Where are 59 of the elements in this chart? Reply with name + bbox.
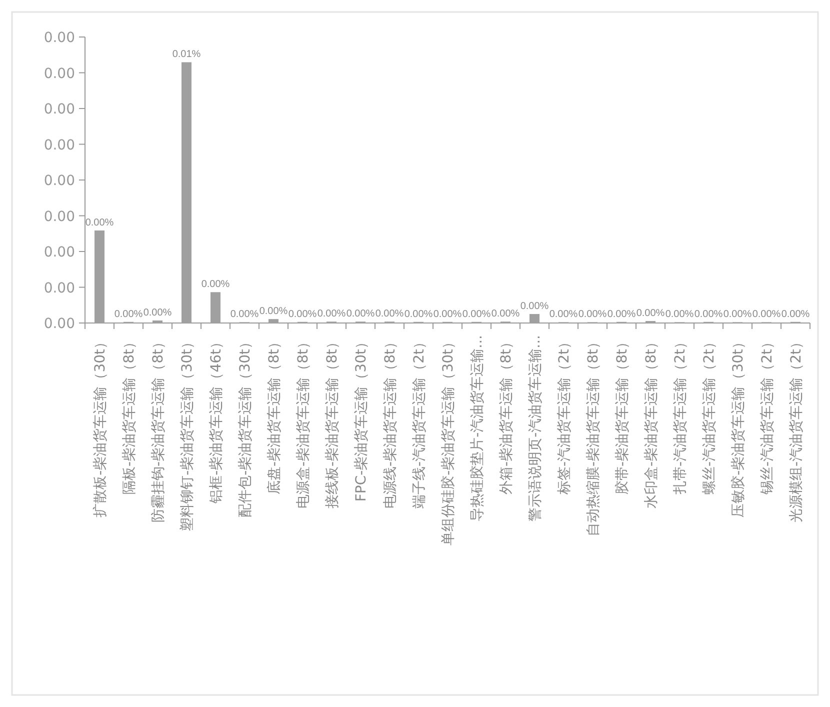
data-label: 0.00% [723,309,752,320]
x-tick-label: 防霾挂钩-柴油货车运输（8t） [150,335,166,522]
data-label: 0.00% [114,308,143,320]
text: 0.00 [44,208,75,225]
data-label: 0.00% [259,306,288,318]
data-label: 0.00% [288,308,317,320]
x-tick-label: 水印盒-柴油货车运输（8t） [644,335,660,508]
x-tick-label: 铝框-柴油货车运输（46t） [208,335,224,504]
text: 0.00 [44,137,75,154]
x-tick-label: 胶带-柴油货车运输（8t） [614,335,630,494]
data-label: 0.01% [172,49,201,60]
x-tick-label: 扎带-汽油货车运输（2t） [672,335,688,494]
x-tick-label: 端子线-汽油货车运输（2t） [412,335,428,508]
x-tick-label: 压敏胶-柴油货车运输（30t） [730,335,746,518]
data-label: 0.00% [607,308,636,320]
text: 0.00 [44,244,75,260]
data-label: 0.00% [462,308,491,320]
data-label: 0.00% [143,307,172,318]
data-label: 0.00% [230,309,259,320]
x-tick-label: 电源线-柴油货车运输（8t） [382,335,398,508]
text: 0.00 [44,173,75,189]
x-tick-label: 单组份硅胶-柴油货车运输（30t） [440,335,456,546]
data-label: 0.00% [317,308,346,320]
x-tick-label: 隔板-柴油货车运输（8t） [122,335,138,494]
data-label: 0.00% [665,309,694,320]
data-label: 0.00% [636,308,665,320]
x-tick-label: 标签-汽油货车运输（2t） [556,335,572,496]
x-tick-label: 配件包-柴油货车运输（30t） [238,335,254,518]
x-tick-label: 外箱-柴油货车运输（8t） [498,335,514,494]
x-tick-label: 底盘-柴油货车运输（8t） [266,335,282,494]
x-tick-label: FPC-柴油货车运输（30t） [354,335,370,502]
data-label: 0.00% [549,309,578,320]
data-label: 0.00% [694,308,723,320]
data-label: 0.00% [491,308,520,320]
text: 0.00 [44,102,75,118]
data-label: 0.00% [520,301,549,312]
data-label: 0.00% [375,308,404,320]
data-label: 0.00% [85,217,114,228]
text: 0.00 [44,280,75,296]
data-label: 0.00% [346,308,375,320]
x-tick-label: 塑料铆钉-柴油货车运输（30t） [180,335,196,532]
data-label: 0.00% [433,308,462,320]
data-label: 0.00% [781,308,810,320]
x-tick-label: 警示语说明页-汽油货车运输... [528,335,544,522]
x-tick-label: 光源模组-汽油货车运输（2t） [788,335,804,522]
x-tick-label: 扩散板-柴油货车运输（30t） [92,335,108,518]
data-label: 0.00% [752,309,781,320]
data-label: 0.00% [201,279,230,290]
x-tick-label: 接线板-柴油货车运输（8t） [324,335,340,508]
x-tick-label: 导热硅胶垫片-汽油货车运输... [470,335,486,522]
data-label: 0.00% [578,309,607,320]
x-tick-label: 锡丝-汽油货车运输（2t） [760,335,776,496]
x-tick-label: 电源盒-柴油货车运输（8t） [296,335,312,508]
text: 0.00 [44,30,75,46]
x-tick-label: 螺丝-汽油货车运输（2t） [702,335,718,494]
x-tick-label: 自动热缩膜-柴油货车运输（8t） [586,335,602,536]
data-label: 0.00% [404,308,433,320]
text: 0.00 [44,316,75,332]
text: 0.00 [44,66,75,82]
